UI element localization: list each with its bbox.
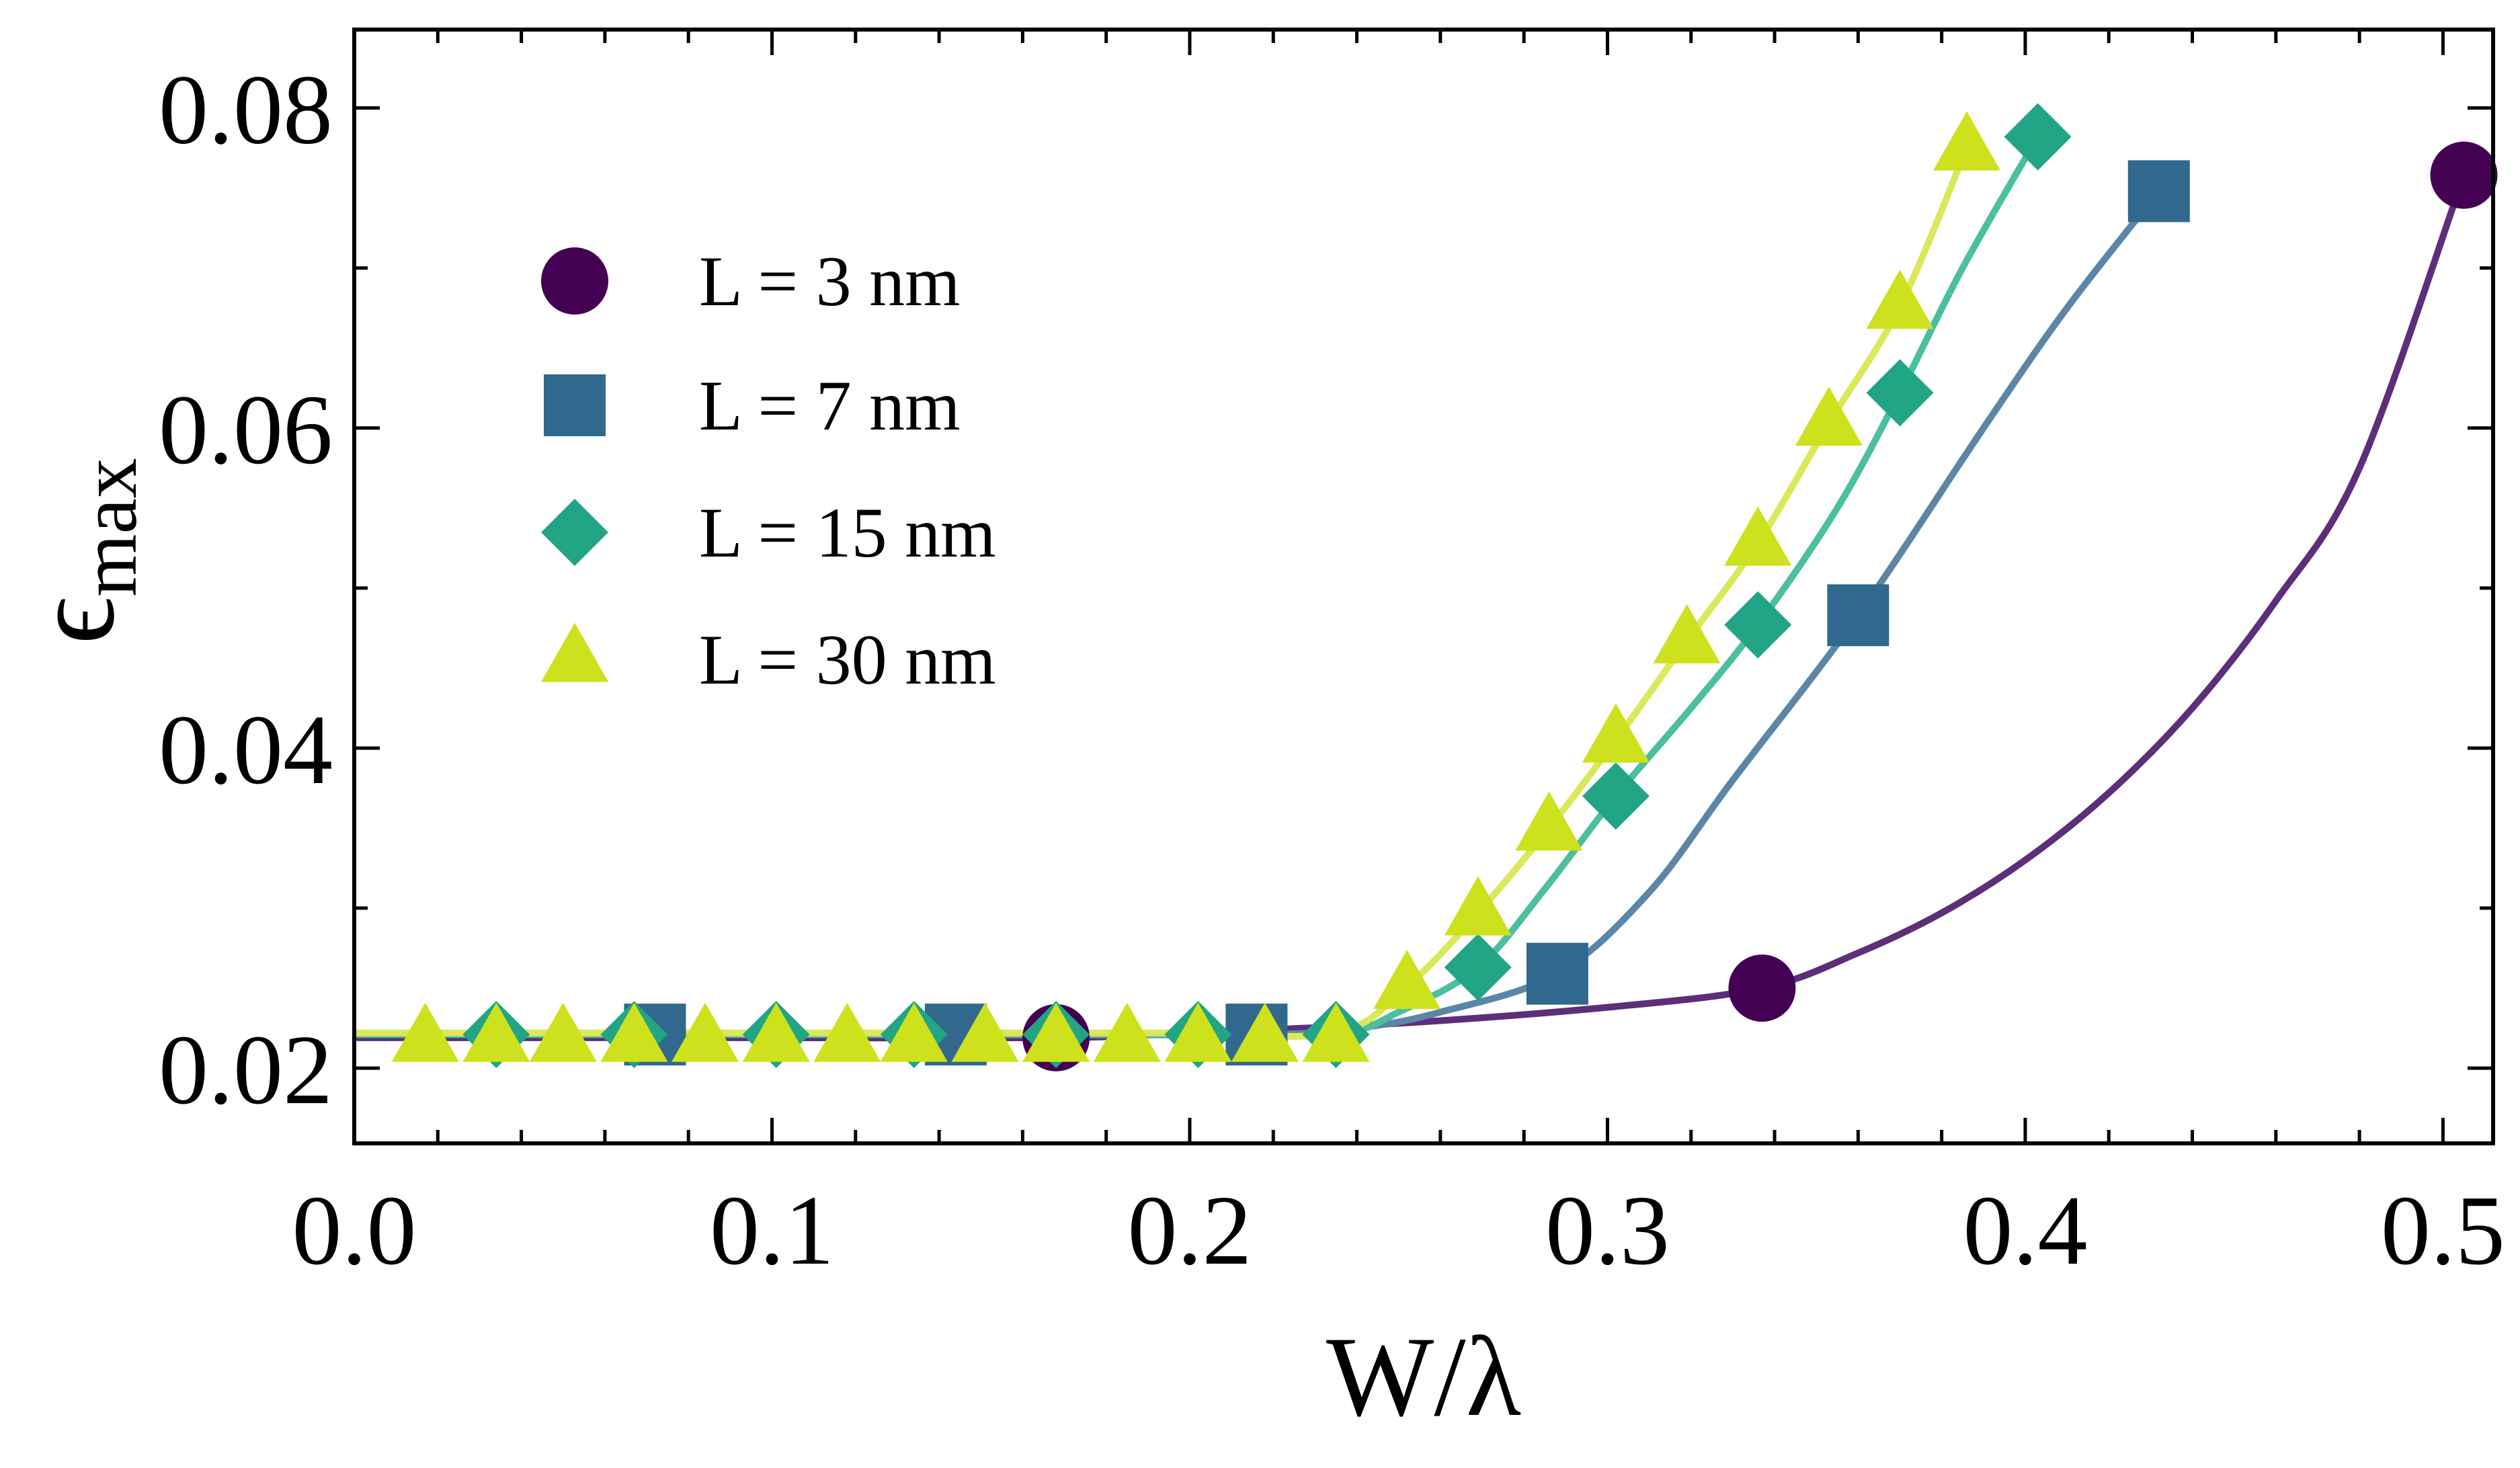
series-3-point <box>1933 111 2000 171</box>
series-3-point <box>1164 1002 1232 1062</box>
y-tick-label: 0.04 <box>159 695 333 805</box>
series-3-point <box>880 1002 948 1062</box>
legend-marker-3 <box>541 622 608 682</box>
y-axis-label-subscript: max <box>64 458 153 597</box>
x-tick-label: 0.3 <box>1545 1176 1670 1286</box>
svg-text:ϵmax: ϵmax <box>8 458 153 644</box>
legend-entry-2: L = 15 nm <box>541 493 996 572</box>
x-tick-label: 0.0 <box>292 1176 417 1286</box>
series-3-point <box>1582 703 1650 763</box>
y-tick-label: 0.02 <box>159 1015 333 1125</box>
y-axis-label-symbol: ϵ <box>8 597 138 645</box>
series-1-point <box>1526 942 1588 1005</box>
series-3-point <box>600 1002 668 1062</box>
legend-entry-3: L = 30 nm <box>541 620 996 699</box>
legend-marker-1 <box>544 374 606 436</box>
y-tick-labels: 0.02 0.04 0.06 0.08 <box>159 55 333 1125</box>
series-0-point <box>2430 141 2498 209</box>
x-axis-label: W/λ <box>1326 1313 1521 1440</box>
legend-marker-0 <box>541 247 608 315</box>
series-curves <box>354 135 2468 1042</box>
x-tick-label: 0.1 <box>710 1176 834 1286</box>
series-3-point <box>529 1002 597 1062</box>
series-3-point <box>1373 950 1441 1010</box>
series-3-point <box>1231 1002 1299 1062</box>
series-2-point <box>1582 762 1650 830</box>
legend-label-2: L = 15 nm <box>699 493 996 572</box>
series-0-point <box>1728 954 1796 1022</box>
x-tick-label: 0.4 <box>1963 1176 2087 1286</box>
series-2-point <box>1444 934 1512 1002</box>
legend-label-0: L = 3 nm <box>699 242 961 321</box>
x-tick-label: 0.5 <box>2381 1176 2505 1286</box>
series-3-point <box>1302 1002 1370 1062</box>
series-3-point <box>672 1002 739 1062</box>
plot-frame <box>352 28 2495 1145</box>
series-1-point <box>2127 160 2190 222</box>
series-2-point <box>1866 359 1934 427</box>
series-1-point <box>1827 584 1889 647</box>
legend-label-1: L = 7 nm <box>699 366 961 445</box>
y-axis-label: ϵmax <box>8 458 153 644</box>
series-3-point <box>391 1002 459 1062</box>
series-3-point <box>462 1002 530 1062</box>
series-3-point <box>1866 270 1934 329</box>
series-markers <box>391 103 2498 1071</box>
series-3-points <box>391 111 2000 1062</box>
series-3-point <box>1515 791 1583 851</box>
x-tick-labels: 0.0 0.1 0.2 0.3 0.4 0.5 <box>292 1176 2505 1286</box>
series-0-curve <box>354 173 2468 1042</box>
y-tick-label: 0.06 <box>159 375 333 485</box>
y-tick-label: 0.08 <box>159 55 333 165</box>
series-3-point <box>1093 1002 1161 1062</box>
legend-marker-2 <box>541 499 608 566</box>
series-3-point <box>742 1002 810 1062</box>
series-2-point <box>2004 103 2072 171</box>
legend: L = 3 nm L = 7 nm L = 15 nm L = 30 nm <box>541 242 996 699</box>
series-3-point <box>1795 386 1863 446</box>
legend-entry-0: L = 3 nm <box>541 242 961 321</box>
series-3-point <box>1724 506 1792 566</box>
series-3-point <box>1444 876 1512 936</box>
legend-entry-1: L = 7 nm <box>544 366 961 445</box>
legend-label-3: L = 30 nm <box>699 620 996 699</box>
x-tick-label: 0.2 <box>1127 1176 1252 1286</box>
series-3-point <box>813 1002 881 1062</box>
series-2-point <box>1724 591 1792 659</box>
series-3-point <box>1022 1002 1090 1062</box>
series-3-point <box>1653 604 1721 663</box>
series-3-point <box>951 1002 1019 1062</box>
